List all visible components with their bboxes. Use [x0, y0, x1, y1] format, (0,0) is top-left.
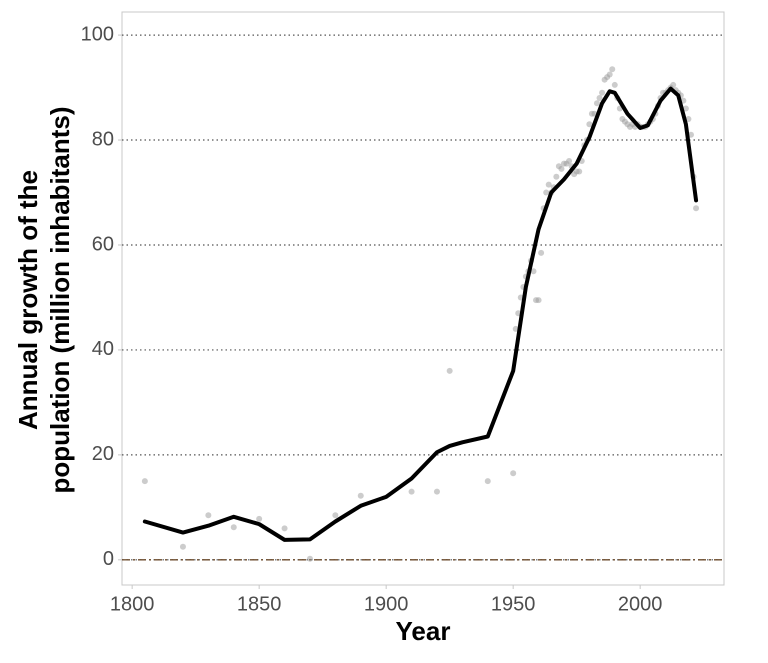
data-point [281, 525, 288, 532]
data-point [357, 492, 364, 499]
data-point [433, 488, 440, 495]
data-point [586, 121, 593, 128]
y-axis-title-line: Annual growth of the [13, 170, 43, 430]
data-point [535, 297, 542, 304]
x-tick-label: 1850 [237, 593, 282, 615]
trend-line [142, 86, 699, 542]
y-tick-label: 20 [92, 443, 114, 465]
data-point [670, 81, 677, 88]
data-point [593, 100, 600, 107]
data-point [682, 105, 689, 112]
data-point [538, 249, 545, 256]
data-point [609, 66, 616, 73]
y-axis-title-line: population (million inhabitants) [45, 106, 75, 493]
data-point [693, 205, 700, 212]
data-point [510, 470, 517, 477]
x-tick-label: 1950 [491, 593, 536, 615]
y-tick-label: 80 [92, 128, 114, 150]
data-point [205, 512, 212, 519]
data-point [332, 512, 339, 519]
data-point [446, 367, 453, 374]
data-point [256, 515, 263, 522]
data-point [576, 168, 583, 175]
data-point [530, 268, 537, 275]
data-point [141, 478, 148, 485]
data-point [512, 325, 519, 332]
data-point [484, 478, 491, 485]
y-tick-label: 0 [103, 548, 114, 570]
data-point [558, 165, 565, 172]
data-point [596, 95, 603, 102]
data-point [179, 543, 186, 550]
y-axis-title: Annual growth of the population (million… [13, 106, 75, 493]
data-point [611, 81, 618, 88]
data-point [306, 555, 313, 562]
x-tick-label: 1800 [110, 593, 155, 615]
x-axis-title: Year [396, 616, 451, 646]
data-point [553, 173, 560, 180]
data-point [230, 524, 237, 531]
x-tick-label: 2000 [618, 593, 663, 615]
data-point [543, 189, 550, 196]
data-point [566, 158, 573, 165]
y-tick-label: 100 [81, 23, 114, 45]
x-tick-label: 1900 [364, 593, 409, 615]
panel-border [121, 11, 725, 586]
data-point [606, 71, 613, 78]
data-point [599, 89, 606, 96]
y-tick-label: 40 [92, 338, 114, 360]
data-point [545, 181, 552, 188]
data-point [408, 488, 415, 495]
y-tick-label: 60 [92, 233, 114, 255]
